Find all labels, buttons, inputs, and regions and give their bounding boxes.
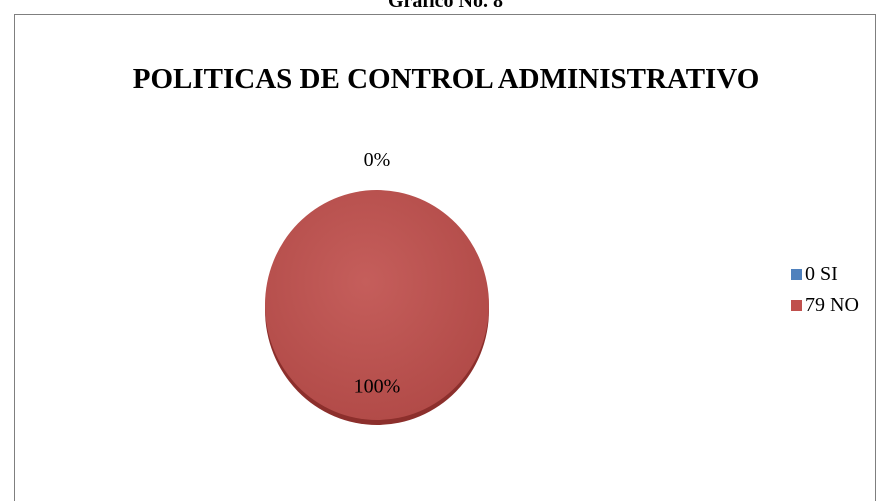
chart-title: POLITICAS DE CONTROL ADMINISTRATIVO (132, 63, 760, 95)
chart-legend: 0 SI 79 NO (791, 259, 859, 321)
figure-heading: Grafico No. 8 (388, 0, 503, 12)
legend-item-no: 79 NO (791, 290, 859, 321)
legend-swatch-si (791, 269, 802, 280)
data-label-si: 0% (364, 149, 391, 171)
pie-chart: 0% 100% (265, 149, 489, 425)
legend-item-si: 0 SI (791, 259, 859, 290)
pie-shading (265, 190, 489, 420)
legend-label-si: 0 SI (805, 263, 838, 285)
chart-frame: POLITICAS DE CONTROL ADMINISTRATIVO 0% 10… (14, 14, 876, 501)
data-label-no: 100% (354, 375, 401, 397)
legend-label-no: 79 NO (805, 294, 859, 316)
legend-swatch-no (791, 300, 802, 311)
